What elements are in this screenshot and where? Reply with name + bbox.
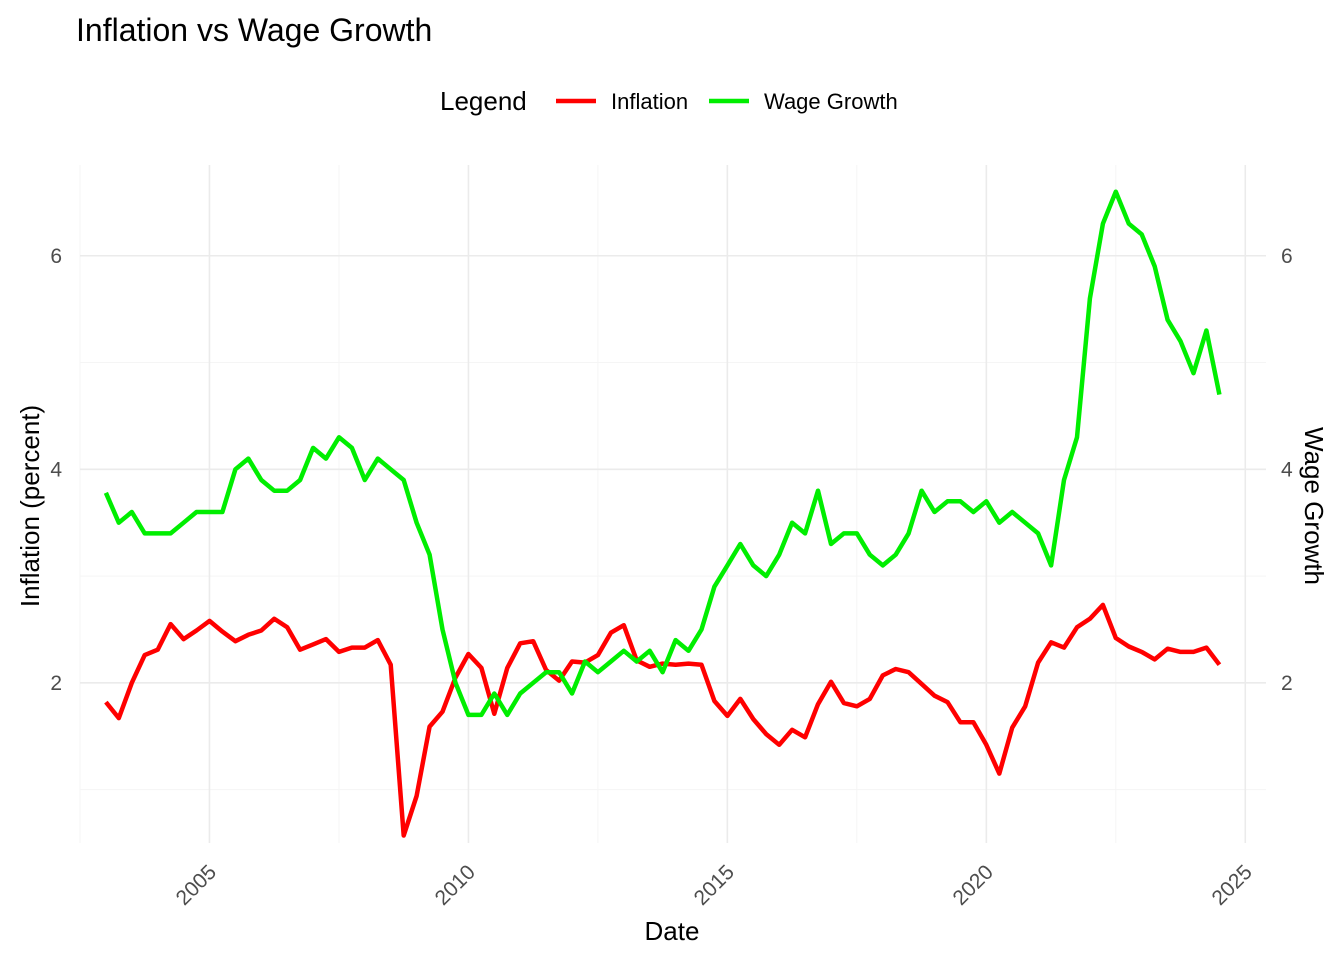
grid — [79, 165, 1266, 843]
y-tick-label-left: 2 — [50, 672, 62, 695]
legend: Legend Inflation Wage Growth — [440, 86, 898, 116]
y-tick-label-left: 6 — [50, 245, 62, 268]
series-line-inflation — [104, 602, 1222, 838]
series-line-wage-growth — [103, 189, 1222, 718]
legend-label-inflation: Inflation — [611, 89, 688, 114]
x-tick-label: 2015 — [690, 861, 739, 910]
x-tick-label: 2020 — [949, 861, 998, 910]
chart-title: Inflation vs Wage Growth — [76, 12, 432, 48]
y-tick-label-right: 4 — [1281, 458, 1293, 481]
x-tick-label: 2010 — [431, 861, 480, 910]
tick-labels: 2 4 6 2 4 6 2005 2010 2015 2020 2025 — [50, 245, 1293, 910]
y-axis-title-right: Wage Growth — [1299, 427, 1329, 585]
x-tick-label: 2025 — [1208, 861, 1257, 910]
legend-title: Legend — [440, 86, 527, 116]
x-axis-title: Date — [645, 916, 700, 946]
y-axis-title-left: Inflation (percent) — [15, 405, 45, 607]
legend-label-wage-growth: Wage Growth — [764, 89, 898, 114]
series-group — [103, 189, 1222, 838]
y-tick-label-right: 6 — [1281, 245, 1293, 268]
y-tick-label-right: 2 — [1281, 672, 1293, 695]
x-tick-label: 2005 — [172, 861, 221, 910]
y-tick-label-left: 4 — [50, 458, 62, 481]
